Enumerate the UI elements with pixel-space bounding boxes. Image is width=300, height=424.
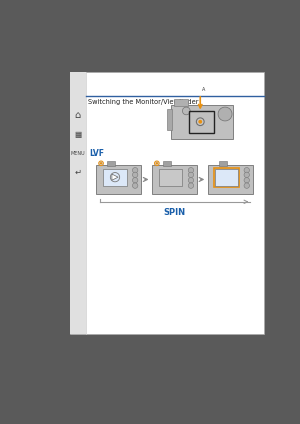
Bar: [189, 111, 214, 132]
Bar: [159, 169, 182, 186]
Text: MENU: MENU: [70, 151, 85, 156]
Circle shape: [188, 183, 194, 188]
Bar: [215, 169, 238, 186]
Bar: [174, 99, 188, 106]
Text: LVF: LVF: [89, 149, 104, 158]
Bar: [208, 165, 253, 194]
Circle shape: [132, 183, 138, 188]
Circle shape: [196, 118, 204, 126]
Text: Switching the Monitor/Viewfinder: Switching the Monitor/Viewfinder: [88, 99, 198, 106]
Bar: [219, 161, 226, 166]
Bar: [103, 169, 127, 186]
Circle shape: [132, 167, 138, 173]
Circle shape: [132, 172, 138, 178]
Bar: [107, 161, 115, 166]
Circle shape: [182, 107, 190, 115]
Circle shape: [198, 120, 202, 124]
Bar: [163, 161, 171, 166]
Circle shape: [156, 162, 158, 165]
Text: SPIN: SPIN: [164, 208, 186, 217]
Circle shape: [132, 178, 138, 183]
Circle shape: [244, 167, 250, 173]
Polygon shape: [112, 174, 118, 180]
Bar: [167, 109, 172, 130]
Circle shape: [99, 161, 103, 166]
Circle shape: [154, 161, 159, 166]
Text: A: A: [202, 87, 205, 92]
Circle shape: [244, 183, 250, 188]
Circle shape: [244, 172, 250, 178]
Text: ▦: ▦: [74, 130, 81, 139]
Circle shape: [100, 162, 102, 165]
Bar: [152, 165, 197, 194]
Circle shape: [218, 107, 232, 121]
Text: ↵: ↵: [74, 168, 81, 177]
Bar: [214, 167, 239, 187]
Bar: [70, 73, 264, 334]
Bar: [70, 73, 85, 334]
Circle shape: [188, 172, 194, 178]
Circle shape: [244, 178, 250, 183]
Bar: [171, 105, 233, 139]
Circle shape: [188, 178, 194, 183]
Text: ⌂: ⌂: [75, 110, 81, 120]
Bar: [96, 165, 141, 194]
Circle shape: [188, 167, 194, 173]
